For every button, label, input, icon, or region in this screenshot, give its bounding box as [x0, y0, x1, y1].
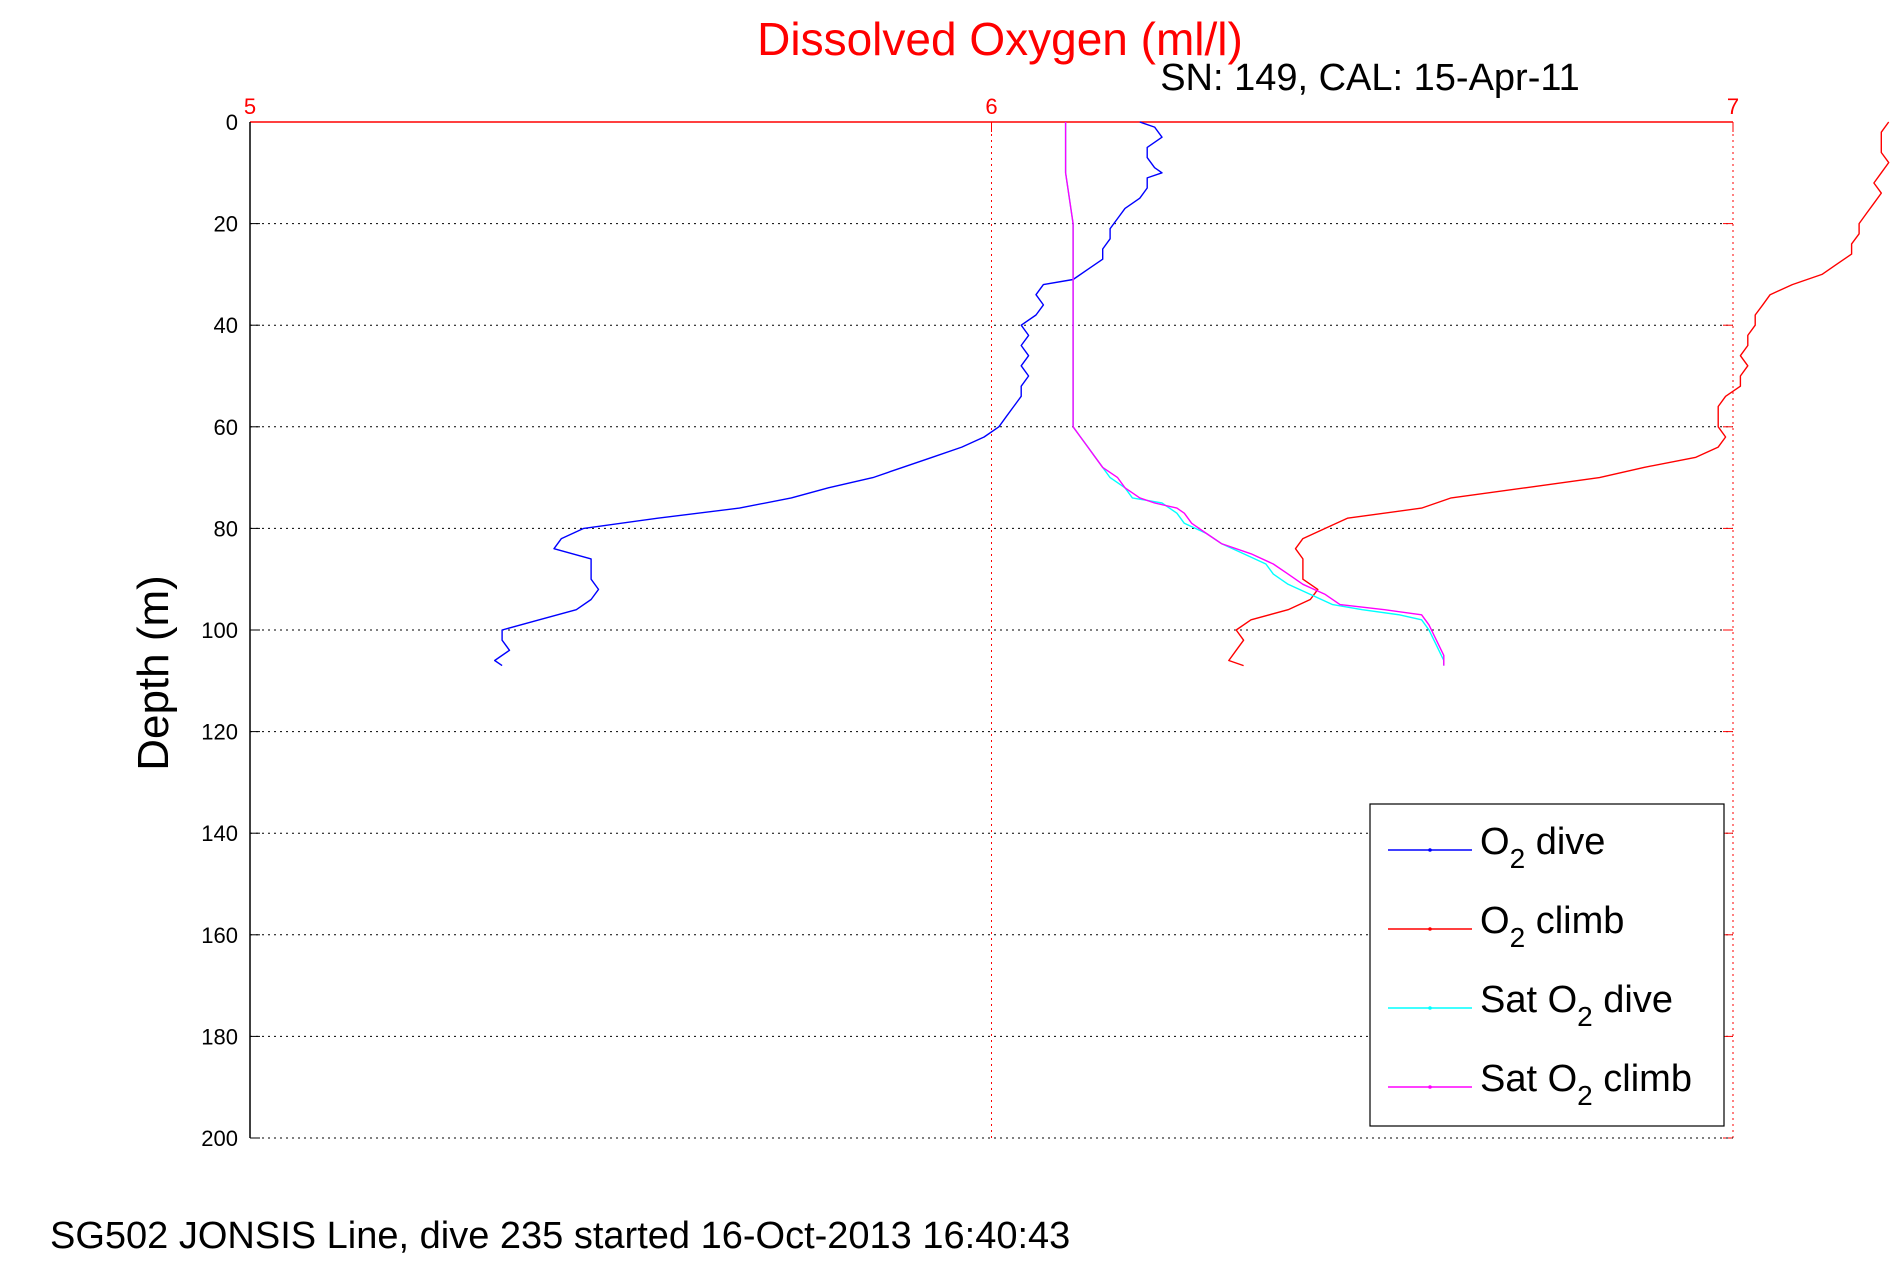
legend-label-subscript: 2 [1577, 1001, 1593, 1032]
chart-title: Dissolved Oxygen (ml/l) [757, 13, 1243, 65]
x-tick-label: 7 [1727, 94, 1739, 119]
y-tick-label: 120 [201, 720, 238, 745]
footer-caption: SG502 JONSIS Line, dive 235 started 16-O… [50, 1215, 1070, 1257]
y-tick-label: 100 [201, 618, 238, 643]
x-tick-label: 5 [244, 94, 256, 119]
y-tick-label: 140 [201, 821, 238, 846]
y-tick-label: 40 [214, 313, 238, 338]
legend-label-main: O [1480, 821, 1510, 863]
y-tick-label: 20 [214, 212, 238, 237]
legend-marker [1428, 1006, 1432, 1010]
series-line-2 [1064, 122, 1445, 666]
legend-label-rest: dive [1525, 821, 1605, 863]
series-line-0 [494, 121, 1163, 667]
chart-subtitle: SN: 149, CAL: 15-Apr-11 [1160, 57, 1580, 99]
legend-label-main: O [1480, 900, 1510, 942]
legend-box [1369, 803, 1725, 1127]
y-axis-label: Depth (m) [129, 575, 178, 771]
series-line-3 [1064, 122, 1445, 666]
series-line-1 [1228, 121, 1890, 667]
x-tick-label: 6 [985, 94, 997, 119]
legend-label-rest: dive [1593, 979, 1673, 1021]
axes: 0 20 40 60 80 100 120 140 160 180 200 5 6 7 [201, 94, 1739, 1151]
y-tick-label: 80 [214, 516, 238, 541]
legend-label: O2 dive [1480, 821, 1605, 874]
y-tick-label: 160 [201, 923, 238, 948]
legend-label-subscript: 2 [1510, 922, 1526, 953]
y-tick-label: 0 [226, 110, 238, 135]
data-series [494, 121, 1890, 667]
legend-label-subscript: 2 [1577, 1080, 1593, 1111]
legend-label: Sat O2 dive [1480, 979, 1673, 1032]
grid-lines [250, 122, 1733, 1138]
legend-label-main: Sat O [1480, 1058, 1577, 1100]
y-tick-label: 180 [201, 1024, 238, 1049]
legend-marker [1428, 848, 1432, 852]
legend-label-main: Sat O [1480, 979, 1577, 1021]
y-tick-label: 200 [201, 1126, 238, 1151]
legend-marker [1428, 1085, 1432, 1089]
legend-marker [1428, 927, 1432, 931]
legend-label: O2 climb [1480, 900, 1624, 953]
legend-label: Sat O2 climb [1480, 1058, 1692, 1111]
legend-label-rest: climb [1593, 1058, 1692, 1100]
y-tick-label: 60 [214, 415, 238, 440]
legend-label-rest: climb [1525, 900, 1624, 942]
legend-label-subscript: 2 [1510, 843, 1526, 874]
